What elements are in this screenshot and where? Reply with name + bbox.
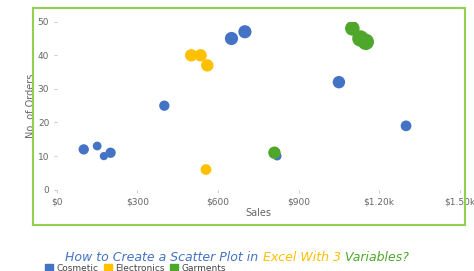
Text: How to Create a Scatter Plot in: How to Create a Scatter Plot in	[65, 251, 263, 264]
Point	[356, 36, 364, 41]
Point	[273, 154, 281, 158]
Point	[100, 154, 108, 158]
Point	[241, 30, 249, 34]
Point	[228, 36, 235, 41]
Point	[335, 80, 343, 84]
Point	[271, 151, 278, 155]
Point	[80, 147, 88, 151]
Text: Variables?: Variables?	[341, 251, 409, 264]
Y-axis label: No. of Orders: No. of Orders	[27, 73, 36, 138]
Point	[93, 144, 101, 148]
Point	[402, 124, 410, 128]
Text: Excel With 3: Excel With 3	[263, 251, 341, 264]
Point	[187, 53, 195, 57]
Point	[348, 26, 356, 31]
Point	[107, 151, 114, 155]
Point	[203, 63, 211, 67]
Point	[161, 104, 168, 108]
Legend: Cosmetic, Electronics, Garments: Cosmetic, Electronics, Garments	[46, 264, 226, 271]
Point	[202, 167, 210, 172]
Point	[362, 40, 370, 44]
X-axis label: Sales: Sales	[246, 208, 271, 218]
Point	[197, 53, 204, 57]
